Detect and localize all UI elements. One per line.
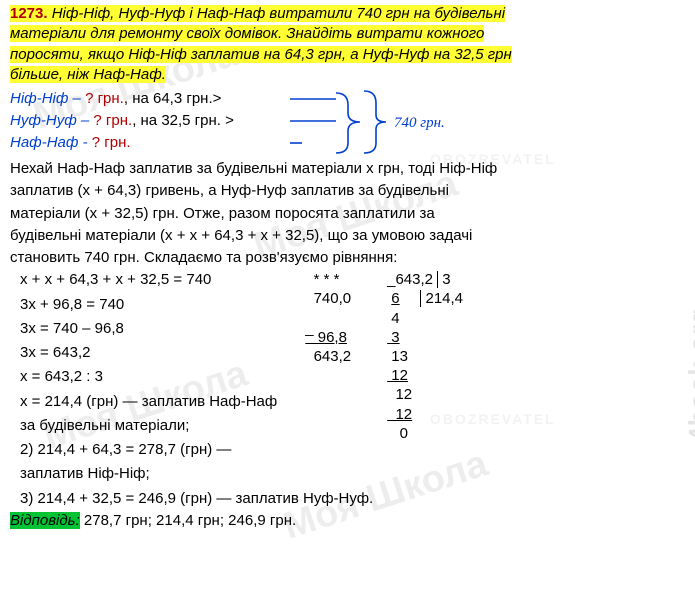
scheme-name: Ніф-Ніф –	[10, 90, 85, 107]
equation-line: 3х + 96,8 = 740	[20, 295, 277, 315]
equations-area: х + х + 64,3 + х + 32,5 = 740 3х + 96,8 …	[10, 270, 685, 488]
problem-line: більше, ніж Наф-Наф.	[10, 66, 166, 83]
solution-line: будівельні матеріали (х + х + 64,3 + х +…	[10, 226, 685, 246]
solution-line: матеріали (х + 32,5) грн. Отже, разом по…	[10, 204, 685, 224]
equations-left: х + х + 64,3 + х + 32,5 = 740 3х + 96,8 …	[10, 270, 277, 488]
solution-line: становить 740 грн. Складаємо та розв'язу…	[10, 248, 685, 268]
page-content: 1273. Ніф-Ніф, Нуф-Нуф і Наф-Наф витрати…	[0, 0, 695, 537]
scheme-name: Наф-Наф -	[10, 134, 92, 151]
scheme-cond: , на 64,3 грн.>	[124, 90, 222, 107]
solution-paragraph: Нехай Наф-Наф заплатив за будівельні мат…	[10, 159, 685, 268]
solution-line: Нехай Наф-Наф заплатив за будівельні мат…	[10, 159, 685, 179]
column-subtraction: * * * 740,0 _ 96,8 643,2	[305, 270, 351, 366]
equation-line: 2) 214,4 + 64,3 = 278,7 (грн) —	[20, 440, 277, 460]
equation-line: 3х = 740 – 96,8	[20, 319, 277, 339]
solution-line: заплатив (х + 64,3) гривень, а Нуф-Нуф з…	[10, 181, 685, 201]
scheme-question: ? грн.	[92, 134, 131, 151]
equation-line: х = 214,4 (грн) — заплатив Наф-Наф	[20, 392, 277, 412]
problem-line: Ніф-Ніф, Нуф-Нуф і Наф-Наф витратили 740…	[52, 5, 505, 22]
equation-line: заплатив Ніф-Ніф;	[20, 464, 277, 484]
scheme-cond: , на 32,5 грн. >	[132, 112, 234, 129]
scheme-name: Нуф-Нуф –	[10, 112, 93, 129]
problem-statement: 1273. Ніф-Ніф, Нуф-Нуф і Наф-Наф витрати…	[10, 4, 685, 85]
scheme-question: ? грн.	[85, 90, 124, 107]
problem-line: матеріали для ремонту своїх домівок. Зна…	[10, 25, 484, 42]
problem-number: 1273.	[10, 5, 48, 22]
calc-row: * * * 740,0 _ 96,8 643,2 _643,2 3 6 214,…	[305, 270, 463, 443]
answer-line: Відповідь: 278,7 грн; 214,4 грн; 246,9 г…	[10, 511, 685, 531]
long-division: _643,2 3 6 214,4 4 3 13 12 12 12 0	[387, 270, 463, 443]
equation-line: х = 643,2 : 3	[20, 367, 277, 387]
answer-label: Відповідь:	[10, 512, 80, 529]
scheme-question: ? грн.	[93, 112, 132, 129]
equation-line: за будівельні матеріали;	[20, 416, 277, 436]
equation-line: х + х + 64,3 + х + 32,5 = 740	[20, 270, 277, 290]
problem-line: поросяти, якщо Ніф-Ніф заплатив на 64,3 …	[10, 46, 512, 63]
answer-text: 278,7 грн; 214,4 грн; 246,9 грн.	[80, 512, 296, 529]
equation-line: 3х = 643,2	[20, 343, 277, 363]
scheme-block: Ніф-Ніф – ? грн., на 64,3 грн.> Нуф-Нуф …	[10, 89, 685, 155]
equation-line: 3) 214,4 + 32,5 = 246,9 (грн) — заплатив…	[10, 489, 685, 509]
